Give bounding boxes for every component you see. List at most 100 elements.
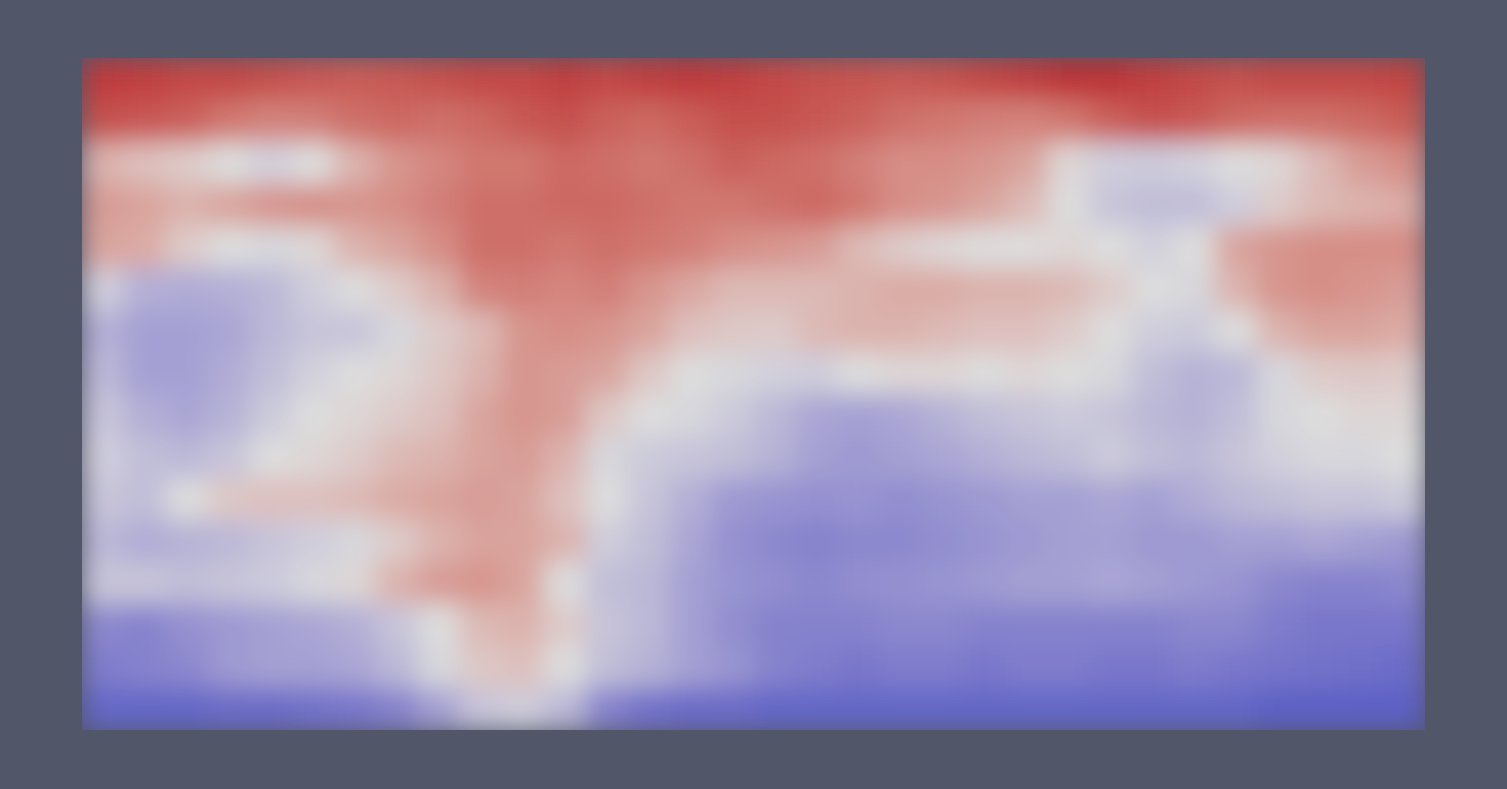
heatmap-cell xyxy=(795,562,838,605)
heatmap-cell xyxy=(628,142,671,185)
heatmap-cell xyxy=(1047,184,1090,227)
heatmap-cell xyxy=(879,310,922,353)
heatmap-cell xyxy=(670,520,713,563)
heatmap-cell xyxy=(418,604,461,647)
heatmap-cell xyxy=(208,268,251,311)
heatmap-cell xyxy=(418,520,461,563)
heatmap-cell xyxy=(418,226,461,269)
heatmap-cell xyxy=(1257,184,1300,227)
heatmap-cell xyxy=(334,646,377,689)
heatmap-cell xyxy=(82,58,125,101)
heatmap-cell xyxy=(1047,562,1090,605)
heatmap-cell xyxy=(795,268,838,311)
heatmap-cell xyxy=(712,184,755,227)
heatmap-cell xyxy=(1299,394,1342,437)
heatmap-cell xyxy=(334,520,377,563)
heatmap-cell xyxy=(795,520,838,563)
heatmap-cell xyxy=(166,142,209,185)
heatmap-cell xyxy=(712,604,755,647)
heatmap-cell xyxy=(334,142,377,185)
heatmap-cell xyxy=(82,100,125,143)
heatmap-cell xyxy=(670,142,713,185)
heatmap-cell xyxy=(1089,100,1132,143)
heatmap-cell xyxy=(754,604,797,647)
heatmap-cell xyxy=(879,646,922,689)
heatmap-cell xyxy=(250,142,293,185)
heatmap-cell xyxy=(1173,520,1216,563)
heatmap-cell xyxy=(208,436,251,479)
heatmap-cell xyxy=(963,58,1006,101)
heatmap-cell xyxy=(837,226,880,269)
background xyxy=(0,0,1507,789)
heatmap-cell xyxy=(1173,688,1216,730)
heatmap-cell xyxy=(124,436,167,479)
heatmap-cell xyxy=(1215,562,1258,605)
heatmap-cell xyxy=(1341,688,1384,730)
heatmap-cell xyxy=(1383,394,1425,437)
heatmap-cell xyxy=(124,352,167,395)
heatmap-cell xyxy=(879,142,922,185)
heatmap-cell xyxy=(418,478,461,521)
heatmap-cell xyxy=(292,226,335,269)
heatmap-cell xyxy=(795,352,838,395)
heatmap-cell xyxy=(670,604,713,647)
heatmap-cell xyxy=(544,604,587,647)
heatmap-cell xyxy=(1131,352,1174,395)
heatmap-cell xyxy=(460,226,503,269)
heatmap-cell xyxy=(250,310,293,353)
heatmap-cell xyxy=(586,562,629,605)
heatmap-cell xyxy=(963,646,1006,689)
heatmap-cell xyxy=(124,58,167,101)
heatmap-cell xyxy=(1131,100,1174,143)
heatmap-cell xyxy=(795,142,838,185)
heatmap-cell xyxy=(250,520,293,563)
heatmap-cell xyxy=(124,142,167,185)
heatmap-cell xyxy=(879,394,922,437)
heatmap-cell xyxy=(166,184,209,227)
heatmap-cell xyxy=(1173,142,1216,185)
heatmap-cell xyxy=(334,478,377,521)
heatmap-cell xyxy=(502,520,545,563)
heatmap-cell xyxy=(1047,520,1090,563)
heatmap-cell xyxy=(292,58,335,101)
heatmap-cell xyxy=(208,688,251,730)
heatmap-cell xyxy=(1089,436,1132,479)
heatmap-cell xyxy=(376,268,419,311)
heatmap-cell xyxy=(1341,142,1384,185)
heatmap-cell xyxy=(1341,478,1384,521)
heatmap-cell xyxy=(1215,394,1258,437)
heatmap-cell xyxy=(921,184,964,227)
heatmap-cell xyxy=(628,436,671,479)
heatmap-cell xyxy=(628,604,671,647)
heatmap-cell xyxy=(795,100,838,143)
heatmap-cell xyxy=(292,142,335,185)
heatmap-cell xyxy=(837,184,880,227)
heatmap-cell xyxy=(1005,310,1048,353)
heatmap-cell xyxy=(586,478,629,521)
heatmap-cell xyxy=(460,58,503,101)
heatmap-cell xyxy=(250,100,293,143)
heatmap-cell xyxy=(166,646,209,689)
heatmap-cell xyxy=(1257,604,1300,647)
heatmap-cell xyxy=(754,562,797,605)
heatmap-cell xyxy=(1341,646,1384,689)
heatmap-cell xyxy=(1131,646,1174,689)
heatmap-cell xyxy=(544,58,587,101)
heatmap-cell xyxy=(1383,184,1425,227)
heatmap-cell xyxy=(963,562,1006,605)
heatmap-cell xyxy=(502,310,545,353)
heatmap-cell xyxy=(795,436,838,479)
heatmap-cell xyxy=(1215,226,1258,269)
heatmap-cell xyxy=(418,184,461,227)
heatmap-cell xyxy=(837,604,880,647)
heatmap-cell xyxy=(921,646,964,689)
heatmap-cell xyxy=(1047,226,1090,269)
heatmap-cell xyxy=(1047,268,1090,311)
heatmap-cell xyxy=(963,268,1006,311)
heatmap-cell xyxy=(208,184,251,227)
heatmap-cell xyxy=(963,436,1006,479)
heatmap-cell xyxy=(166,394,209,437)
heatmap-cell xyxy=(1215,58,1258,101)
heatmap-cell xyxy=(418,436,461,479)
heatmap-cell xyxy=(754,268,797,311)
